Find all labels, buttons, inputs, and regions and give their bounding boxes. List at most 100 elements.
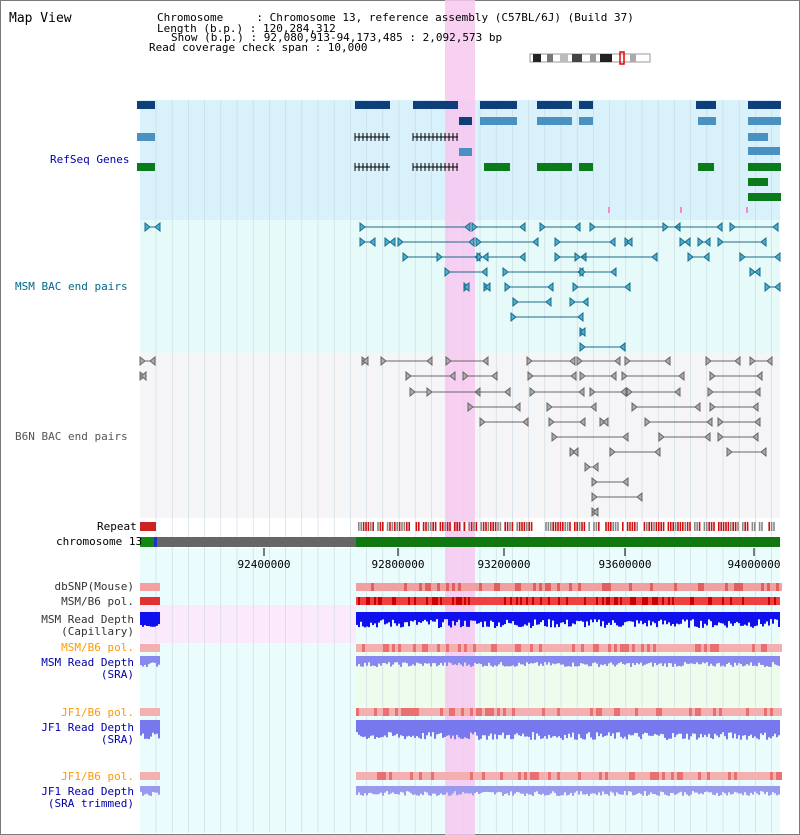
track-label-msm-bac[interactable]: MSM BAC end pairs — [15, 280, 128, 293]
heat-cell — [604, 597, 606, 605]
track-label-msm-depth-cap[interactable]: MSM Read Depth — [41, 613, 134, 626]
depth-bar — [488, 612, 490, 627]
gene-exon — [696, 101, 716, 109]
heat-cell — [486, 597, 488, 605]
track-label-refseq[interactable]: RefSeq Genes — [50, 153, 130, 166]
track-label-msm-b6-pol[interactable]: MSM/B6 pol. — [61, 595, 134, 608]
depth-bar — [704, 656, 706, 664]
depth-bar — [766, 656, 768, 667]
depth-bar — [426, 656, 428, 664]
depth-bar — [626, 786, 628, 796]
heat-cell — [521, 583, 524, 591]
heat-cell — [562, 597, 564, 605]
heat-cell — [714, 597, 716, 605]
depth-bar — [384, 612, 386, 625]
heat-cell — [698, 708, 701, 716]
depth-bar — [552, 612, 554, 621]
heat-cell — [140, 583, 160, 591]
msm-bac-pairs[interactable] — [144, 221, 781, 353]
depth-bar — [142, 612, 144, 627]
coverage-tracks — [140, 583, 782, 796]
repeat-block — [624, 522, 626, 531]
track-label-dbsnp[interactable]: dbSNP(Mouse) — [54, 580, 134, 593]
depth-bar — [372, 656, 374, 666]
depth-bar — [620, 720, 622, 737]
heat-cell — [425, 772, 428, 780]
depth-bar — [628, 656, 630, 664]
msm-bac-end — [519, 221, 526, 233]
heat-cell — [656, 597, 658, 605]
depth-bar — [434, 656, 436, 664]
depth-bar — [620, 786, 622, 795]
b6n-bac-end — [756, 370, 763, 382]
heat-cell — [566, 708, 569, 716]
depth-bar — [692, 720, 694, 734]
depth-bar — [604, 656, 606, 665]
track-label-jf1-b6-pol[interactable]: JF1/B6 pol. — [61, 706, 134, 719]
heat-cell — [701, 772, 704, 780]
depth-bar — [762, 612, 764, 627]
heat-cell — [485, 772, 488, 780]
heat-cell — [635, 583, 638, 591]
heat-cell — [576, 597, 578, 605]
depth-bar — [520, 612, 522, 627]
depth-bar — [598, 656, 600, 667]
depth-bar — [500, 612, 502, 627]
depth-bar — [402, 612, 404, 627]
depth-bar — [604, 720, 606, 737]
track-label-jf1-b6-pol-2[interactable]: JF1/B6 pol. — [61, 770, 134, 783]
track-label-repeat[interactable]: Repeat — [97, 520, 137, 533]
b6n-bac-pairs[interactable] — [139, 355, 773, 518]
depth-bar — [636, 786, 638, 794]
depth-bar — [730, 786, 732, 795]
heat-cell — [605, 583, 608, 591]
track-label-msm-depth-sra[interactable]: MSM Read Depth — [41, 656, 134, 669]
heat-cell — [485, 644, 488, 652]
depth-bar — [552, 786, 554, 792]
track-label-jf1-depth-sra[interactable]: JF1 Read Depth — [41, 721, 134, 734]
depth-bar — [476, 656, 478, 665]
depth-bar — [748, 656, 750, 666]
repeat-block — [763, 522, 766, 531]
track-label-b6n-bac[interactable]: B6N BAC end pairs — [15, 430, 128, 443]
depth-bar — [380, 656, 382, 666]
heat-cell — [656, 772, 659, 780]
depth-bar — [152, 656, 154, 663]
depth-bar — [710, 720, 712, 738]
heat-cell — [680, 597, 682, 605]
depth-bar — [668, 720, 670, 739]
heat-cell — [581, 583, 584, 591]
depth-bar — [572, 720, 574, 733]
depth-bar — [594, 656, 596, 663]
heat-cell — [509, 708, 512, 716]
depth-bar — [726, 656, 728, 664]
depth-bar — [570, 786, 572, 793]
heat-cell — [764, 644, 767, 652]
depth-bar — [746, 786, 748, 796]
b6n-bac-end — [514, 401, 521, 413]
depth-bar — [356, 786, 358, 795]
depth-bar — [428, 720, 430, 733]
refseq-gene-models[interactable] — [137, 101, 781, 213]
depth-bar — [380, 786, 382, 793]
depth-bar — [546, 786, 548, 796]
repeat-block — [504, 522, 506, 531]
depth-bar — [146, 720, 148, 739]
depth-bar — [776, 720, 778, 738]
heat-cell — [386, 583, 389, 591]
track-label-msm-depth-cap-sub: (Capillary) — [61, 625, 134, 638]
depth-bar — [778, 720, 780, 736]
track-label-jf1-depth-trim[interactable]: JF1 Read Depth — [41, 785, 134, 798]
heat-cell — [365, 644, 368, 652]
heat-cell — [449, 644, 452, 652]
depth-bar — [578, 612, 580, 622]
heat-cell — [665, 708, 668, 716]
heat-cell — [494, 583, 497, 591]
repeat-block — [358, 522, 360, 531]
track-label-msm-b6-pol-2[interactable]: MSM/B6 pol. — [61, 641, 134, 654]
depth-bar — [702, 656, 704, 663]
b6n-bac-end — [664, 355, 671, 367]
heat-cell — [392, 644, 395, 652]
heat-cell — [518, 708, 521, 716]
